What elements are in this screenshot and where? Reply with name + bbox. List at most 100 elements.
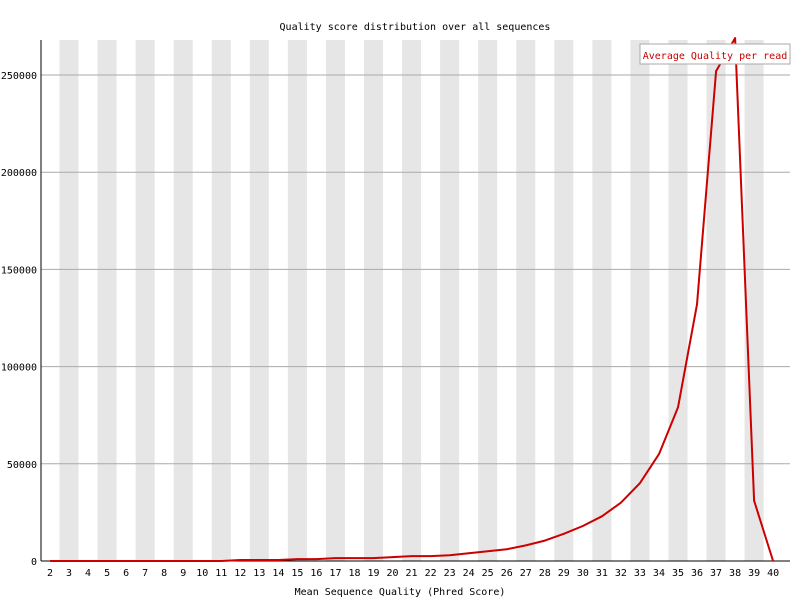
x-tick-label: 10 xyxy=(196,568,208,579)
data-point xyxy=(563,532,565,535)
legend: Average Quality per read xyxy=(639,43,791,65)
data-point xyxy=(182,560,185,562)
data-point xyxy=(372,557,375,559)
bg-band xyxy=(97,40,117,561)
data-point xyxy=(696,303,698,306)
x-tick-label: 33 xyxy=(634,568,646,579)
x-tick-label: 27 xyxy=(520,568,532,579)
bg-band xyxy=(630,40,650,561)
y-tick-label: 100000 xyxy=(1,363,37,374)
x-tick-label: 5 xyxy=(104,568,110,579)
x-tick-label: 8 xyxy=(161,568,167,579)
data-point xyxy=(391,556,394,558)
bg-band xyxy=(363,40,384,561)
x-tick-label: 34 xyxy=(653,568,665,579)
data-point xyxy=(448,554,451,556)
x-tick-label: 39 xyxy=(748,568,760,579)
legend-box xyxy=(639,43,791,65)
bg-band xyxy=(249,40,269,561)
y-tick-label: 150000 xyxy=(1,265,37,276)
legend-label: Average Quality per read xyxy=(643,51,788,62)
data-point xyxy=(144,560,146,562)
data-point xyxy=(239,559,242,561)
x-tick-label: 22 xyxy=(425,568,437,579)
x-tick-label: 14 xyxy=(272,568,284,579)
data-point xyxy=(106,560,108,562)
x-tick-label: 23 xyxy=(444,568,456,579)
bg-band xyxy=(668,40,688,561)
x-tick-label: 29 xyxy=(558,568,570,579)
x-tick-label: 20 xyxy=(387,568,399,579)
x-tick-label: 28 xyxy=(539,568,551,579)
x-tick-label: 25 xyxy=(482,568,494,579)
x-tick-label: 11 xyxy=(215,568,227,579)
y-tick-label: 0 xyxy=(31,557,37,568)
x-tick-label: 17 xyxy=(329,568,341,579)
data-point xyxy=(87,560,89,562)
x-tick-label: 35 xyxy=(672,568,684,579)
bg-band xyxy=(478,40,498,561)
x-tick-label: 37 xyxy=(710,568,722,579)
background-bands xyxy=(59,40,764,561)
data-point xyxy=(524,544,527,547)
data-point xyxy=(201,560,204,562)
x-tick-label: 19 xyxy=(367,568,379,579)
x-tick-label: 3 xyxy=(66,568,72,579)
data-point xyxy=(410,555,413,557)
data-point xyxy=(467,552,470,555)
bg-band xyxy=(554,40,574,561)
x-tick-label: 36 xyxy=(691,568,703,579)
data-point xyxy=(639,482,641,485)
data-point xyxy=(163,560,165,562)
data-point xyxy=(753,499,755,502)
chart-title: Quality score distribution over all sequ… xyxy=(280,22,551,33)
x-tick-label: 38 xyxy=(729,568,741,579)
y-tick-label: 250000 xyxy=(1,71,37,82)
bg-band xyxy=(706,40,726,561)
data-point xyxy=(68,560,70,562)
bg-band xyxy=(287,40,307,561)
x-tick-labels: 2 3 4 5 6 7 8 9 10 11 12 13 14 15 16 17 18 19 20 21 22 23 24 25… xyxy=(47,568,779,579)
data-point xyxy=(429,555,432,557)
x-tick-label: 13 xyxy=(253,568,265,579)
data-point xyxy=(715,70,717,72)
data-point xyxy=(353,557,356,559)
x-tick-label: 21 xyxy=(406,568,418,579)
x-tick-label: 24 xyxy=(463,568,475,579)
x-tick-label: 30 xyxy=(577,568,589,579)
x-tick-label: 6 xyxy=(123,568,129,579)
data-series xyxy=(49,37,775,562)
y-tick-label: 200000 xyxy=(1,168,37,179)
x-tick-label: 18 xyxy=(348,568,360,579)
bg-band xyxy=(440,40,460,561)
data-point xyxy=(277,559,280,561)
y-tick-labels: 0 50000 100000 150000 200000 250000 xyxy=(1,71,37,568)
data-point xyxy=(315,558,318,560)
y-tick-label: 50000 xyxy=(7,460,37,471)
data-point xyxy=(220,560,223,562)
bg-band xyxy=(135,40,155,561)
data-point xyxy=(296,558,299,560)
x-tick-label: 26 xyxy=(501,568,513,579)
bg-band xyxy=(211,40,231,561)
data-point xyxy=(772,560,774,562)
x-tick-label: 40 xyxy=(767,568,779,579)
bg-band xyxy=(173,40,193,561)
x-tick-label: 9 xyxy=(180,568,186,579)
bg-band xyxy=(592,40,612,561)
gridlines xyxy=(41,74,790,465)
data-point xyxy=(734,37,736,39)
x-tick-label: 12 xyxy=(234,568,246,579)
bg-band xyxy=(516,40,536,561)
x-tick-label: 4 xyxy=(85,568,91,579)
data-point xyxy=(505,548,508,551)
bg-band xyxy=(325,40,345,561)
data-point xyxy=(620,501,622,504)
x-tick-label: 2 xyxy=(47,568,53,579)
data-point xyxy=(543,539,546,542)
x-tick-label: 32 xyxy=(615,568,627,579)
bg-band xyxy=(59,40,79,561)
bg-band xyxy=(402,40,422,561)
bg-band xyxy=(744,40,764,561)
